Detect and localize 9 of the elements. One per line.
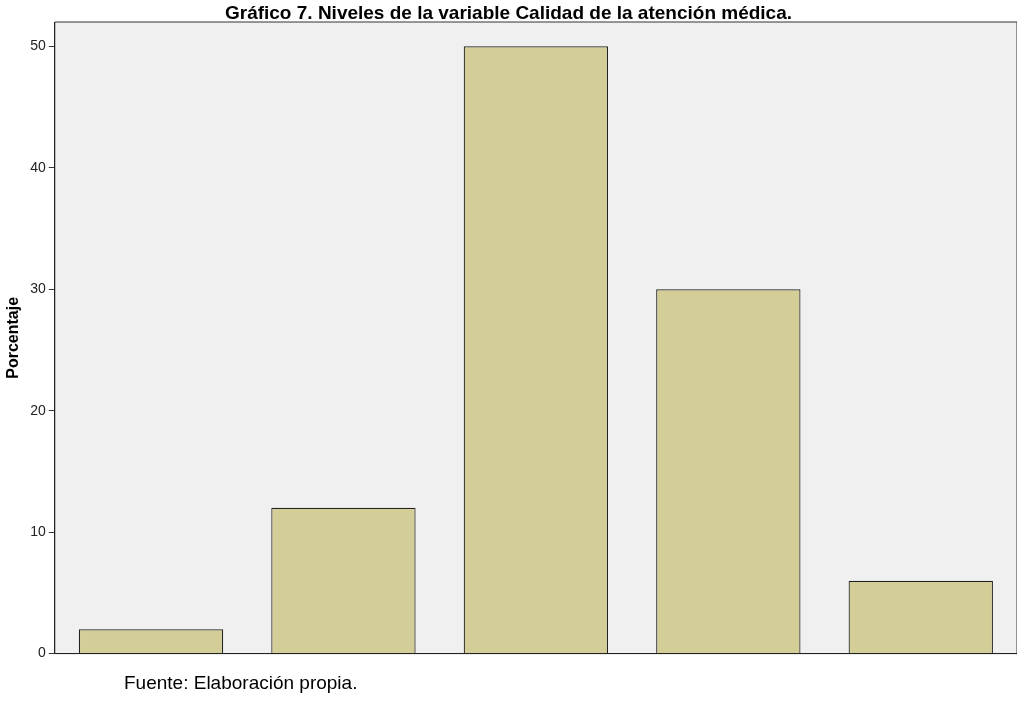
y-tick-label: 10 — [30, 523, 46, 539]
y-tick-label: 50 — [30, 37, 46, 54]
source-note: Fuente: Elaboración propia. — [124, 672, 358, 694]
y-axis-title: Porcentaje — [4, 296, 22, 379]
chart-title: Gráfico 7. Niveles de la variable Calidad de la atención médica. — [223, 2, 794, 24]
y-tick-label: 20 — [30, 401, 46, 418]
y-tick-label: 40 — [30, 158, 46, 175]
y-tick-label: 30 — [30, 280, 46, 297]
y-tick-label: 0 — [37, 644, 46, 661]
